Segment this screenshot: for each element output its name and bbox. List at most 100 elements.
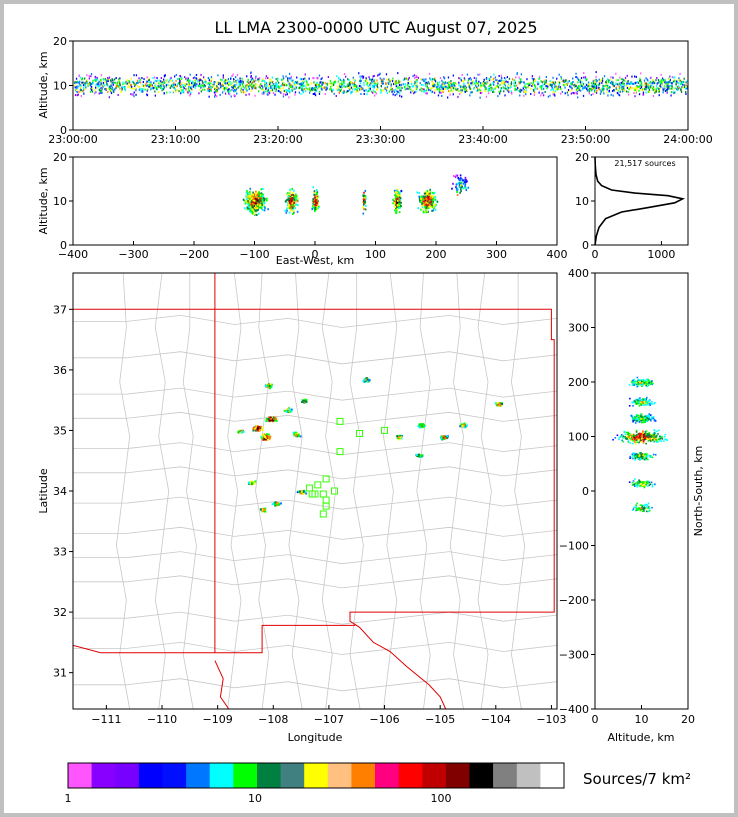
source-pixel <box>575 72 577 75</box>
source-pixel <box>459 92 461 95</box>
source-pixel <box>462 179 465 182</box>
source-pixel <box>217 81 219 83</box>
source-pixel <box>274 85 276 87</box>
source-pixel <box>405 77 407 80</box>
source-pixel <box>595 71 597 74</box>
source-pixel <box>416 453 418 456</box>
source-pixel <box>287 78 289 81</box>
source-pixel <box>270 85 272 88</box>
source-pixel <box>124 87 126 89</box>
source-pixel <box>645 91 647 94</box>
source-pixel <box>261 202 263 205</box>
source-pixel <box>267 384 269 387</box>
source-pixel <box>636 385 638 388</box>
source-pixel <box>331 84 333 87</box>
source-pixel <box>339 78 341 81</box>
source-pixel <box>643 402 646 404</box>
source-pixel <box>577 89 579 91</box>
source-pixel <box>250 201 253 203</box>
source-pixel <box>104 88 106 91</box>
source-pixel <box>252 201 254 204</box>
source-pixel <box>261 204 263 207</box>
source-pixel <box>490 83 492 86</box>
source-pixel <box>677 82 679 85</box>
figure: LL LMA 2300-0000 UTC August 07, 2025 23:… <box>4 4 734 813</box>
source-pixel <box>398 201 401 204</box>
source-pixel <box>458 81 460 84</box>
source-pixel <box>583 76 585 79</box>
source-pixel <box>330 85 332 88</box>
source-pixel <box>664 79 666 82</box>
source-pixel <box>369 78 371 81</box>
source-pixel <box>130 93 133 96</box>
source-pixel <box>169 79 171 82</box>
source-pixel <box>584 85 586 88</box>
source-pixel <box>644 85 646 88</box>
time-height-ticks: 23:00:00 23:10:00 23:20:00 23:30:00 23:40:00… <box>48 35 712 146</box>
source-pixel <box>99 83 101 86</box>
source-pixel <box>525 89 527 92</box>
source-pixel <box>275 419 278 422</box>
source-pixel <box>433 204 435 207</box>
source-pixel <box>263 202 265 205</box>
source-pixel <box>444 82 446 85</box>
source-pixel <box>173 86 175 89</box>
source-pixel <box>411 83 413 85</box>
source-pixel <box>297 204 299 207</box>
source-pixel <box>580 83 582 86</box>
source-pixel <box>275 88 278 91</box>
source-pixel <box>343 91 345 94</box>
source-pixel <box>101 91 103 94</box>
source-pixel <box>81 90 84 92</box>
source-pixel <box>619 76 621 79</box>
source-pixel <box>672 80 675 83</box>
source-pixel <box>290 89 293 92</box>
source-pixel <box>490 88 492 91</box>
source-pixel <box>490 75 492 78</box>
source-pixel <box>258 429 261 432</box>
source-pixel <box>464 425 467 428</box>
source-pixel <box>621 88 623 91</box>
county-line <box>349 273 364 709</box>
source-pixel <box>611 83 614 86</box>
source-pixel <box>542 92 544 94</box>
source-pixel <box>74 94 77 97</box>
source-pixel <box>499 404 502 407</box>
source-pixel <box>633 87 636 90</box>
source-pixel <box>488 79 491 82</box>
source-pixel <box>648 417 650 419</box>
source-pixel <box>255 193 258 196</box>
source-pixel <box>388 83 390 85</box>
source-pixel <box>269 386 272 389</box>
source-pixel <box>388 78 390 81</box>
source-pixel <box>246 83 248 86</box>
source-pixel <box>587 85 589 88</box>
source-pixel <box>294 431 297 434</box>
source-pixel <box>165 85 167 88</box>
source-pixel <box>97 85 99 88</box>
source-pixel <box>208 79 210 82</box>
source-pixel <box>254 94 256 97</box>
source-pixel <box>612 81 614 84</box>
source-pixel <box>359 78 362 81</box>
source-pixel <box>313 82 315 85</box>
source-pixel <box>293 211 295 214</box>
source-pixel <box>650 85 652 88</box>
source-pixel <box>640 380 643 383</box>
source-pixel <box>255 426 258 429</box>
source-pixel <box>579 86 581 89</box>
source-pixel <box>238 80 240 83</box>
source-pixel <box>634 82 636 85</box>
source-pixel <box>640 404 642 406</box>
source-pixel <box>258 199 261 202</box>
source-pixel <box>117 82 119 84</box>
source-pixel <box>82 81 84 84</box>
source-pixel <box>291 199 293 202</box>
latitude-tick-label: 31 <box>53 667 67 680</box>
source-pixel <box>173 84 175 87</box>
source-pixel <box>313 200 315 203</box>
source-pixel <box>444 437 447 440</box>
source-pixel <box>376 88 379 91</box>
source-pixel <box>440 89 442 92</box>
source-pixel <box>540 80 542 83</box>
